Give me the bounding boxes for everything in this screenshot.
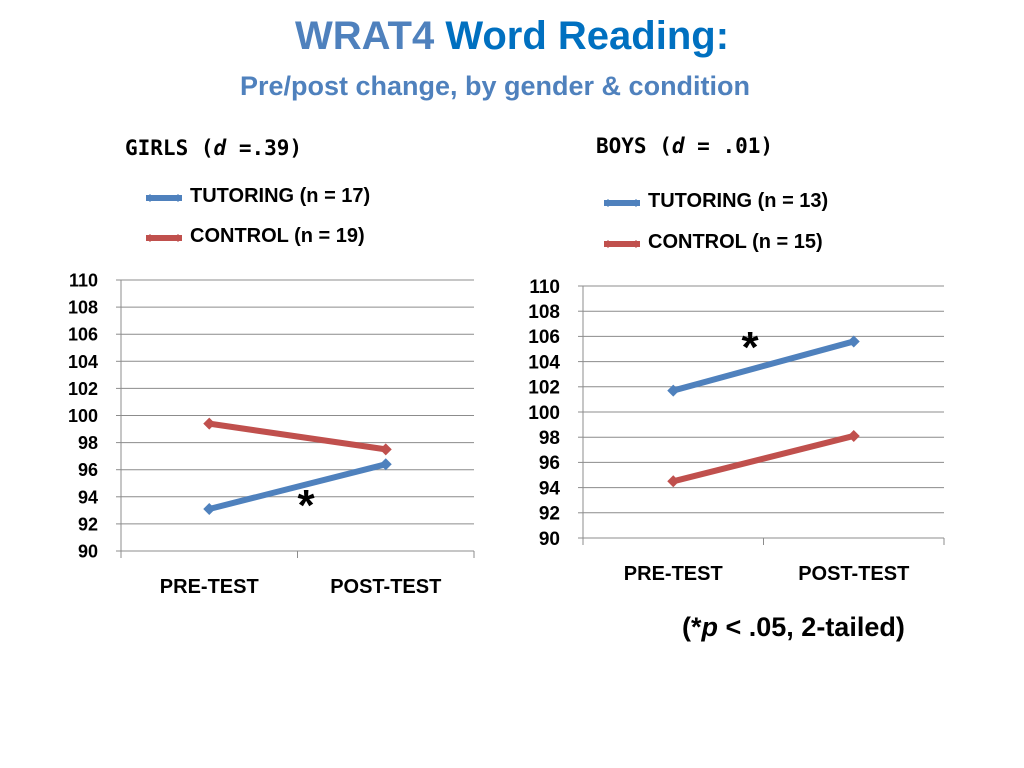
girls-panel-title: GIRLS (d =.39) — [125, 136, 303, 160]
boys-category-label-post-test: POST-TEST — [798, 563, 909, 585]
legend-boys-control: CONTROL (n = 15) — [600, 231, 870, 257]
boys-tutoring-point-1 — [847, 335, 860, 348]
boys-control-point-0 — [667, 475, 680, 488]
slide-subtitle: Pre/post change, by gender & condition — [239, 71, 751, 101]
boys-ytick-label-96: 96 — [539, 453, 560, 474]
boys-ytick-label-108: 108 — [528, 302, 560, 323]
legend-girls-control-label: CONTROL (n = 19) — [190, 225, 365, 247]
legend-girls-control-marker — [146, 234, 182, 242]
legend-girls-tutoring-marker — [146, 194, 182, 202]
boys-category-label-pre-test: PRE-TEST — [624, 563, 723, 585]
girls-tutoring-point-0 — [203, 502, 216, 515]
girls-ytick-label-106: 106 — [68, 325, 98, 345]
girls-ytick-label-98: 98 — [78, 433, 98, 453]
title-measure: Word Reading: — [445, 14, 730, 58]
girls-ytick-label-90: 90 — [78, 541, 98, 561]
legend-boys-control-label: CONTROL (n = 15) — [648, 231, 823, 253]
girls-tutoring-line — [208, 461, 387, 512]
girls-ytick-label-92: 92 — [78, 514, 98, 534]
legend-boys-control-marker — [604, 240, 640, 248]
girls-category-label-pre-test: PRE-TEST — [160, 576, 259, 598]
boys-significance-asterisk: * — [741, 323, 759, 372]
boys-ytick-label-100: 100 — [528, 403, 560, 424]
girls-significance-asterisk: * — [297, 481, 315, 530]
boys-ytick-label-106: 106 — [528, 327, 560, 348]
legend-boys-tutoring-label: TUTORING (n = 13) — [648, 190, 829, 212]
boys-tutoring-point-0 — [667, 384, 680, 397]
girls-control-point-1 — [379, 443, 392, 456]
boys-control-point-1 — [847, 429, 860, 442]
slide-title: WRAT4 Word Reading: — [0, 12, 1024, 60]
title-test-name: WRAT4 — [294, 14, 435, 58]
girls-control-point-0 — [203, 417, 216, 430]
girls-ytick-label-110: 110 — [69, 270, 98, 290]
boys-tutoring-line — [672, 338, 855, 394]
girls-ytick-label-94: 94 — [78, 487, 98, 507]
boys-ytick-label-94: 94 — [539, 478, 561, 499]
boys-ytick-label-102: 102 — [528, 378, 560, 399]
legend-girls-control: CONTROL (n = 19) — [142, 225, 402, 251]
girls-ytick-label-96: 96 — [78, 460, 98, 480]
girls-tutoring-point-1 — [379, 458, 392, 471]
significance-footnote: (*p < .05, 2-tailed) — [682, 612, 905, 642]
girls-category-label-post-test: POST-TEST — [330, 576, 441, 598]
boys-ytick-label-110: 110 — [529, 277, 560, 298]
boys-panel-title: BOYS (d = .01) — [596, 134, 774, 158]
legend-girls-tutoring: TUTORING (n = 17) — [142, 185, 402, 211]
girls-ytick-label-104: 104 — [68, 352, 98, 372]
boys-ytick-label-104: 104 — [528, 352, 560, 373]
boys-ytick-label-90: 90 — [539, 529, 560, 550]
legend-girls-tutoring-label: TUTORING (n = 17) — [190, 185, 371, 207]
legend-boys-tutoring: TUTORING (n = 13) — [600, 190, 870, 216]
boys-ytick-label-98: 98 — [539, 428, 560, 449]
girls-control-line — [208, 420, 387, 453]
legend-boys-tutoring-marker — [604, 199, 640, 207]
girls-ytick-label-102: 102 — [68, 379, 98, 399]
girls-ytick-label-100: 100 — [68, 406, 98, 426]
boys-ytick-label-92: 92 — [539, 504, 560, 525]
boys-control-line — [672, 433, 855, 485]
girls-ytick-label-108: 108 — [68, 298, 98, 318]
